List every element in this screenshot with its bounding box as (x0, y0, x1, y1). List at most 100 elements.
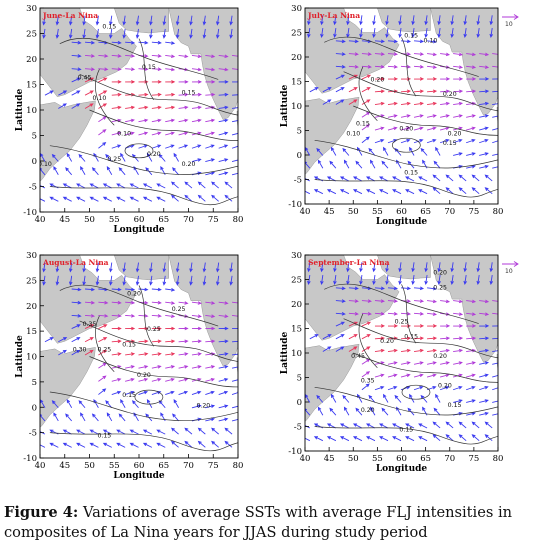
wind-vector (348, 65, 359, 69)
wind-vector (466, 324, 477, 328)
wind-vector (424, 275, 428, 286)
wind-vector (414, 312, 425, 316)
wind-vector (361, 87, 371, 93)
iran-land (377, 255, 431, 280)
wind-vector (125, 326, 136, 331)
wind-vector (392, 176, 402, 182)
wind-vector (71, 337, 81, 343)
wind-vector (320, 15, 324, 26)
wind-vector (420, 147, 428, 156)
wind-vector (387, 324, 399, 328)
x-tick-label: 75 (468, 454, 479, 464)
wind-vector (197, 440, 206, 448)
wind-vector (165, 339, 176, 344)
wind-vector (440, 299, 451, 304)
wind-vector (231, 365, 238, 369)
wind-vector (453, 89, 464, 94)
wind-vector (361, 383, 370, 391)
wind-vector (385, 275, 389, 286)
contour-label: 0.20 (147, 151, 161, 158)
wind-vector (339, 436, 350, 442)
contour-label: 0.15 (182, 90, 196, 97)
wind-vector (111, 339, 122, 344)
wind-vector (492, 361, 498, 365)
wind-vector (175, 275, 180, 286)
wind-vector (229, 28, 233, 39)
africa-land (305, 96, 360, 175)
wind-vector (348, 334, 358, 340)
wind-vector (355, 407, 363, 416)
wind-vector (492, 114, 498, 118)
contour-label: 0.15 (97, 433, 111, 440)
wind-vector (387, 386, 398, 391)
wind-vector (156, 442, 166, 448)
wind-vector (439, 386, 450, 391)
wind-vector (151, 365, 162, 369)
x-axis-label: Longitude (376, 464, 428, 474)
wind-vector (42, 262, 46, 273)
panel-title: September-La Nina (308, 258, 390, 267)
wind-vector (466, 361, 476, 365)
wind-vector (466, 52, 477, 57)
wind-vector (165, 390, 175, 395)
wind-vector (387, 361, 398, 365)
wind-vector (432, 434, 441, 442)
wind-vector (40, 196, 46, 202)
africa-land (40, 347, 96, 428)
wind-vector (424, 262, 428, 273)
contour-label: 0.20 (370, 77, 384, 84)
wind-vector (165, 92, 176, 97)
wind-vector (453, 52, 464, 57)
sst-contour (49, 391, 238, 422)
wind-vector (175, 15, 180, 26)
wind-vector (106, 166, 113, 175)
sst-contour (89, 356, 238, 388)
wind-vector (387, 89, 398, 94)
wind-vector (229, 275, 233, 286)
wind-vector (111, 314, 122, 318)
wind-vector (178, 390, 189, 395)
wind-vector (71, 287, 82, 292)
wind-vector (191, 326, 202, 331)
wind-vector (437, 28, 441, 39)
wind-vector (335, 312, 346, 316)
wind-vector (379, 189, 389, 195)
wind-vector (82, 15, 86, 26)
y-tick-label: 5 (297, 374, 302, 384)
wind-vector (232, 68, 238, 72)
wind-vector (466, 152, 476, 156)
wind-vector (361, 371, 371, 378)
wind-vector (361, 312, 372, 316)
wind-vector (427, 348, 438, 353)
contour-label: 0.20 (433, 353, 447, 360)
y-tick-label: 20 (26, 55, 37, 65)
wind-vector (400, 348, 411, 353)
wind-vector (492, 164, 498, 169)
contour-label: 0.10 (38, 161, 52, 168)
wind-vector (305, 190, 311, 195)
x-tick-label: 55 (109, 461, 120, 471)
contour-label: 0.20 (137, 372, 151, 379)
contour-label: 0.10 (93, 95, 107, 102)
wind-vector (197, 427, 206, 435)
wind-vector (138, 390, 149, 395)
wind-vector (414, 286, 425, 291)
wind-vector (178, 118, 189, 123)
wind-vector (326, 423, 337, 429)
wind-vector (339, 176, 350, 182)
wind-vector (189, 262, 193, 273)
wind-vector (453, 399, 463, 403)
wind-vector (165, 365, 176, 369)
wind-vector (335, 39, 346, 44)
wind-vector (142, 429, 153, 435)
wind-vector (138, 377, 149, 382)
wind-vector (151, 131, 162, 136)
panel-1: 0.15 0.15 0.45 0.10 0.15 0.10 0.20 0.25 0.20 0.10… (15, 4, 243, 235)
wind-vector (191, 158, 202, 162)
contour-label: 0.15 (122, 341, 136, 348)
wind-vector (492, 337, 498, 340)
wind-vector (178, 377, 189, 382)
wind-vector (68, 275, 73, 286)
wind-vector (385, 15, 389, 26)
wind-vector (129, 429, 139, 435)
